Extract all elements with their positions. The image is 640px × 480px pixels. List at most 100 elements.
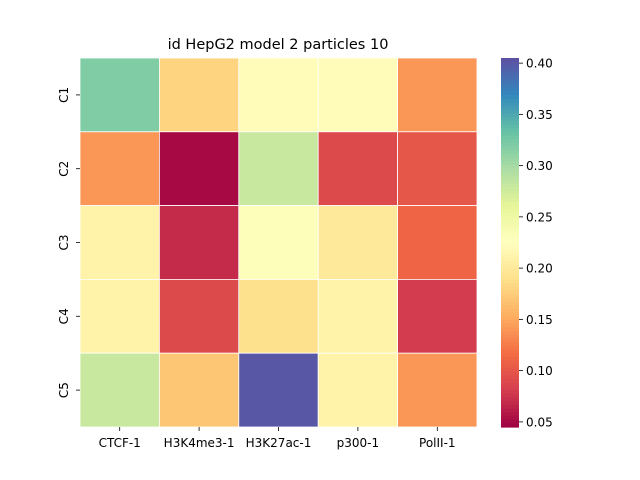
x-tick-label: H3K4me3-1 bbox=[164, 436, 235, 450]
heatmap-cell bbox=[79, 205, 160, 280]
heatmap-cell bbox=[238, 57, 319, 133]
colorbar-segment bbox=[501, 349, 519, 354]
colorbar-segment bbox=[501, 139, 519, 144]
colorbar-segment bbox=[501, 153, 519, 159]
colorbar-segment bbox=[501, 65, 519, 70]
heatmap-cell bbox=[238, 278, 319, 354]
colorbar-segment bbox=[501, 172, 519, 177]
colorbar-tick-label: 0.40 bbox=[526, 57, 553, 71]
colorbar-segment bbox=[501, 209, 519, 214]
colorbar-segment bbox=[501, 87, 519, 92]
colorbar-segment bbox=[501, 179, 519, 185]
colorbar-segment bbox=[501, 109, 519, 114]
x-tick-label: p300-1 bbox=[337, 436, 380, 450]
colorbar-segment bbox=[501, 146, 519, 151]
heatmap-cell bbox=[238, 131, 319, 207]
heatmap-cell bbox=[79, 278, 160, 354]
colorbar-segment bbox=[501, 168, 519, 173]
colorbar-segment bbox=[501, 264, 519, 269]
colorbar-segment bbox=[501, 120, 519, 126]
colorbar-segment bbox=[501, 94, 519, 100]
colorbar-tick-label: 0.30 bbox=[526, 159, 553, 173]
heatmap-cell bbox=[158, 131, 240, 207]
colorbar-segment bbox=[501, 404, 519, 410]
y-axis: C1 C2 C3 C4 C5 bbox=[57, 87, 80, 398]
colorbar-segment bbox=[501, 345, 519, 351]
colorbar-segment bbox=[501, 331, 519, 336]
colorbar-segment bbox=[501, 76, 519, 81]
colorbar-segment bbox=[501, 72, 519, 78]
colorbar-segment bbox=[501, 194, 519, 199]
colorbar-segment bbox=[501, 131, 519, 137]
colorbar-segment bbox=[501, 117, 519, 122]
colorbar-segment bbox=[501, 190, 519, 196]
heatmap-cell bbox=[397, 352, 478, 428]
colorbar-segment bbox=[501, 183, 519, 188]
colorbar-segment bbox=[501, 419, 519, 424]
colorbar-segment bbox=[501, 323, 519, 328]
y-tick-label: C4 bbox=[57, 308, 71, 324]
colorbar-segment bbox=[501, 142, 519, 148]
colorbar-tick-label: 0.10 bbox=[526, 364, 553, 378]
colorbar-segment bbox=[501, 128, 519, 133]
colorbar-segment bbox=[501, 187, 519, 192]
colorbar-segment bbox=[501, 161, 519, 166]
colorbar-segment bbox=[501, 102, 519, 107]
heatmap-cell bbox=[317, 205, 399, 280]
colorbar-tick-label: 0.15 bbox=[526, 313, 553, 327]
colorbar-segment bbox=[501, 286, 519, 292]
colorbar-segment bbox=[501, 216, 519, 221]
heatmap-cells bbox=[79, 57, 478, 428]
colorbar-segment bbox=[501, 157, 519, 162]
colorbar-segment bbox=[501, 301, 519, 306]
colorbar-segment bbox=[501, 238, 519, 244]
colorbar-segment bbox=[501, 334, 519, 340]
colorbar-segment bbox=[501, 272, 519, 277]
heatmap-cell bbox=[158, 278, 240, 354]
colorbar-segment bbox=[501, 297, 519, 303]
colorbar-segment bbox=[501, 58, 519, 63]
colorbar-segment bbox=[501, 80, 519, 85]
colorbar-tick-label: 0.05 bbox=[526, 415, 553, 429]
colorbar-segment bbox=[501, 83, 519, 89]
heatmap-cell bbox=[79, 352, 160, 428]
colorbar-segment bbox=[501, 235, 519, 240]
colorbar-segment bbox=[501, 260, 519, 266]
colorbar-segment bbox=[501, 198, 519, 203]
colorbar-segment bbox=[501, 423, 519, 428]
heatmap-cell bbox=[79, 131, 160, 207]
colorbar-segment bbox=[501, 113, 519, 118]
colorbar-segment bbox=[501, 397, 519, 402]
colorbar-segment bbox=[501, 201, 519, 207]
colorbar-segment bbox=[501, 312, 519, 317]
colorbar-segment bbox=[501, 98, 519, 103]
colorbar-segment bbox=[501, 382, 519, 388]
heatmap-cell bbox=[317, 57, 399, 133]
colorbar-segment bbox=[501, 401, 519, 406]
colorbar-segment bbox=[501, 227, 519, 233]
colorbar-tick-label: 0.25 bbox=[526, 210, 553, 224]
colorbar-segment bbox=[501, 242, 519, 247]
colorbar-segment bbox=[501, 249, 519, 255]
colorbar-segment bbox=[501, 415, 519, 421]
heatmap-cell bbox=[79, 57, 160, 133]
heatmap-cell bbox=[158, 205, 240, 280]
colorbar-segment bbox=[501, 165, 519, 170]
colorbar-segment bbox=[501, 124, 519, 129]
heatmap-cell bbox=[158, 352, 240, 428]
x-axis: CTCF-1 H3K4me3-1 H3K27ac-1 p300-1 PolII-1 bbox=[99, 427, 456, 450]
heatmap-cell bbox=[317, 131, 399, 207]
colorbar-segment bbox=[501, 231, 519, 236]
y-tick-label: C1 bbox=[57, 87, 71, 103]
y-tick-label: C3 bbox=[57, 234, 71, 250]
colorbar: 0.05 0.10 0.15 0.20 0.25 0.30 0.35 0.40 bbox=[501, 57, 553, 429]
colorbar-segment bbox=[501, 283, 519, 288]
heatmap-cell bbox=[317, 278, 399, 354]
colorbar-segment bbox=[501, 356, 519, 362]
colorbar-segment bbox=[501, 205, 519, 210]
colorbar-segment bbox=[501, 367, 519, 373]
colorbar-segment bbox=[501, 327, 519, 332]
colorbar-segment bbox=[501, 150, 519, 155]
x-tick-label: H3K27ac-1 bbox=[246, 436, 312, 450]
colorbar-segment bbox=[501, 412, 519, 417]
